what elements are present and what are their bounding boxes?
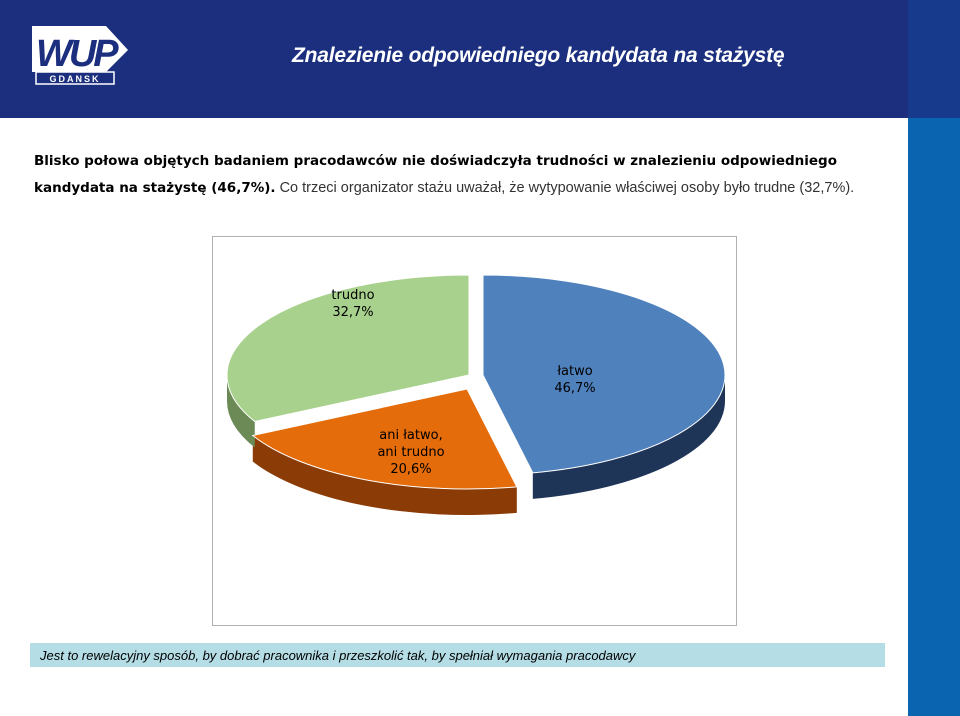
pie-slice [482, 274, 726, 474]
logo-subtext: GDANSK [49, 74, 100, 84]
footer-box: Jest to rewelacyjny sposób, by dobrać pr… [30, 643, 885, 667]
footer-text: Jest to rewelacyjny sposób, by dobrać pr… [40, 648, 636, 663]
slice-label: 32,7% [332, 305, 373, 320]
right-accent-bar [908, 0, 960, 716]
intro-bold-text: Blisko połowa objętych badaniem pracodaw… [34, 153, 837, 196]
pie-slice-side [532, 375, 725, 499]
pie-chart: łatwo 46,7% ani łatwo, ani trudno 20,6% trudn… [226, 274, 726, 515]
page-title: Znalezienie odpowiedniego kandydata na s… [292, 44, 785, 67]
wup-logo: WUP GDANSK [28, 20, 134, 86]
intro-bold-value: (46,7%). [211, 180, 276, 196]
slice-label: łatwo [557, 364, 592, 379]
right-accent-bar-top [908, 0, 960, 118]
slice-label: ani trudno [377, 445, 444, 460]
slice-label: 20,6% [390, 462, 431, 477]
pie-slice [251, 388, 518, 490]
slice-label: trudno [331, 288, 374, 303]
intro-paragraph: Blisko połowa objętych badaniem pracodaw… [34, 148, 884, 202]
pie-chart-frame: łatwo 46,7% ani łatwo, ani trudno 20,6% trudn… [212, 236, 737, 626]
header-banner [0, 0, 908, 118]
slice-label: ani łatwo, [379, 428, 442, 443]
pie-slice-side [227, 375, 255, 448]
logo-text: WUP [36, 33, 119, 75]
slice-label: 46,7% [554, 381, 595, 396]
pie-slice-side [252, 435, 517, 515]
intro-normal-text: Co trzeci organizator stażu uważał, że w… [275, 180, 855, 196]
pie-slice [226, 274, 470, 423]
